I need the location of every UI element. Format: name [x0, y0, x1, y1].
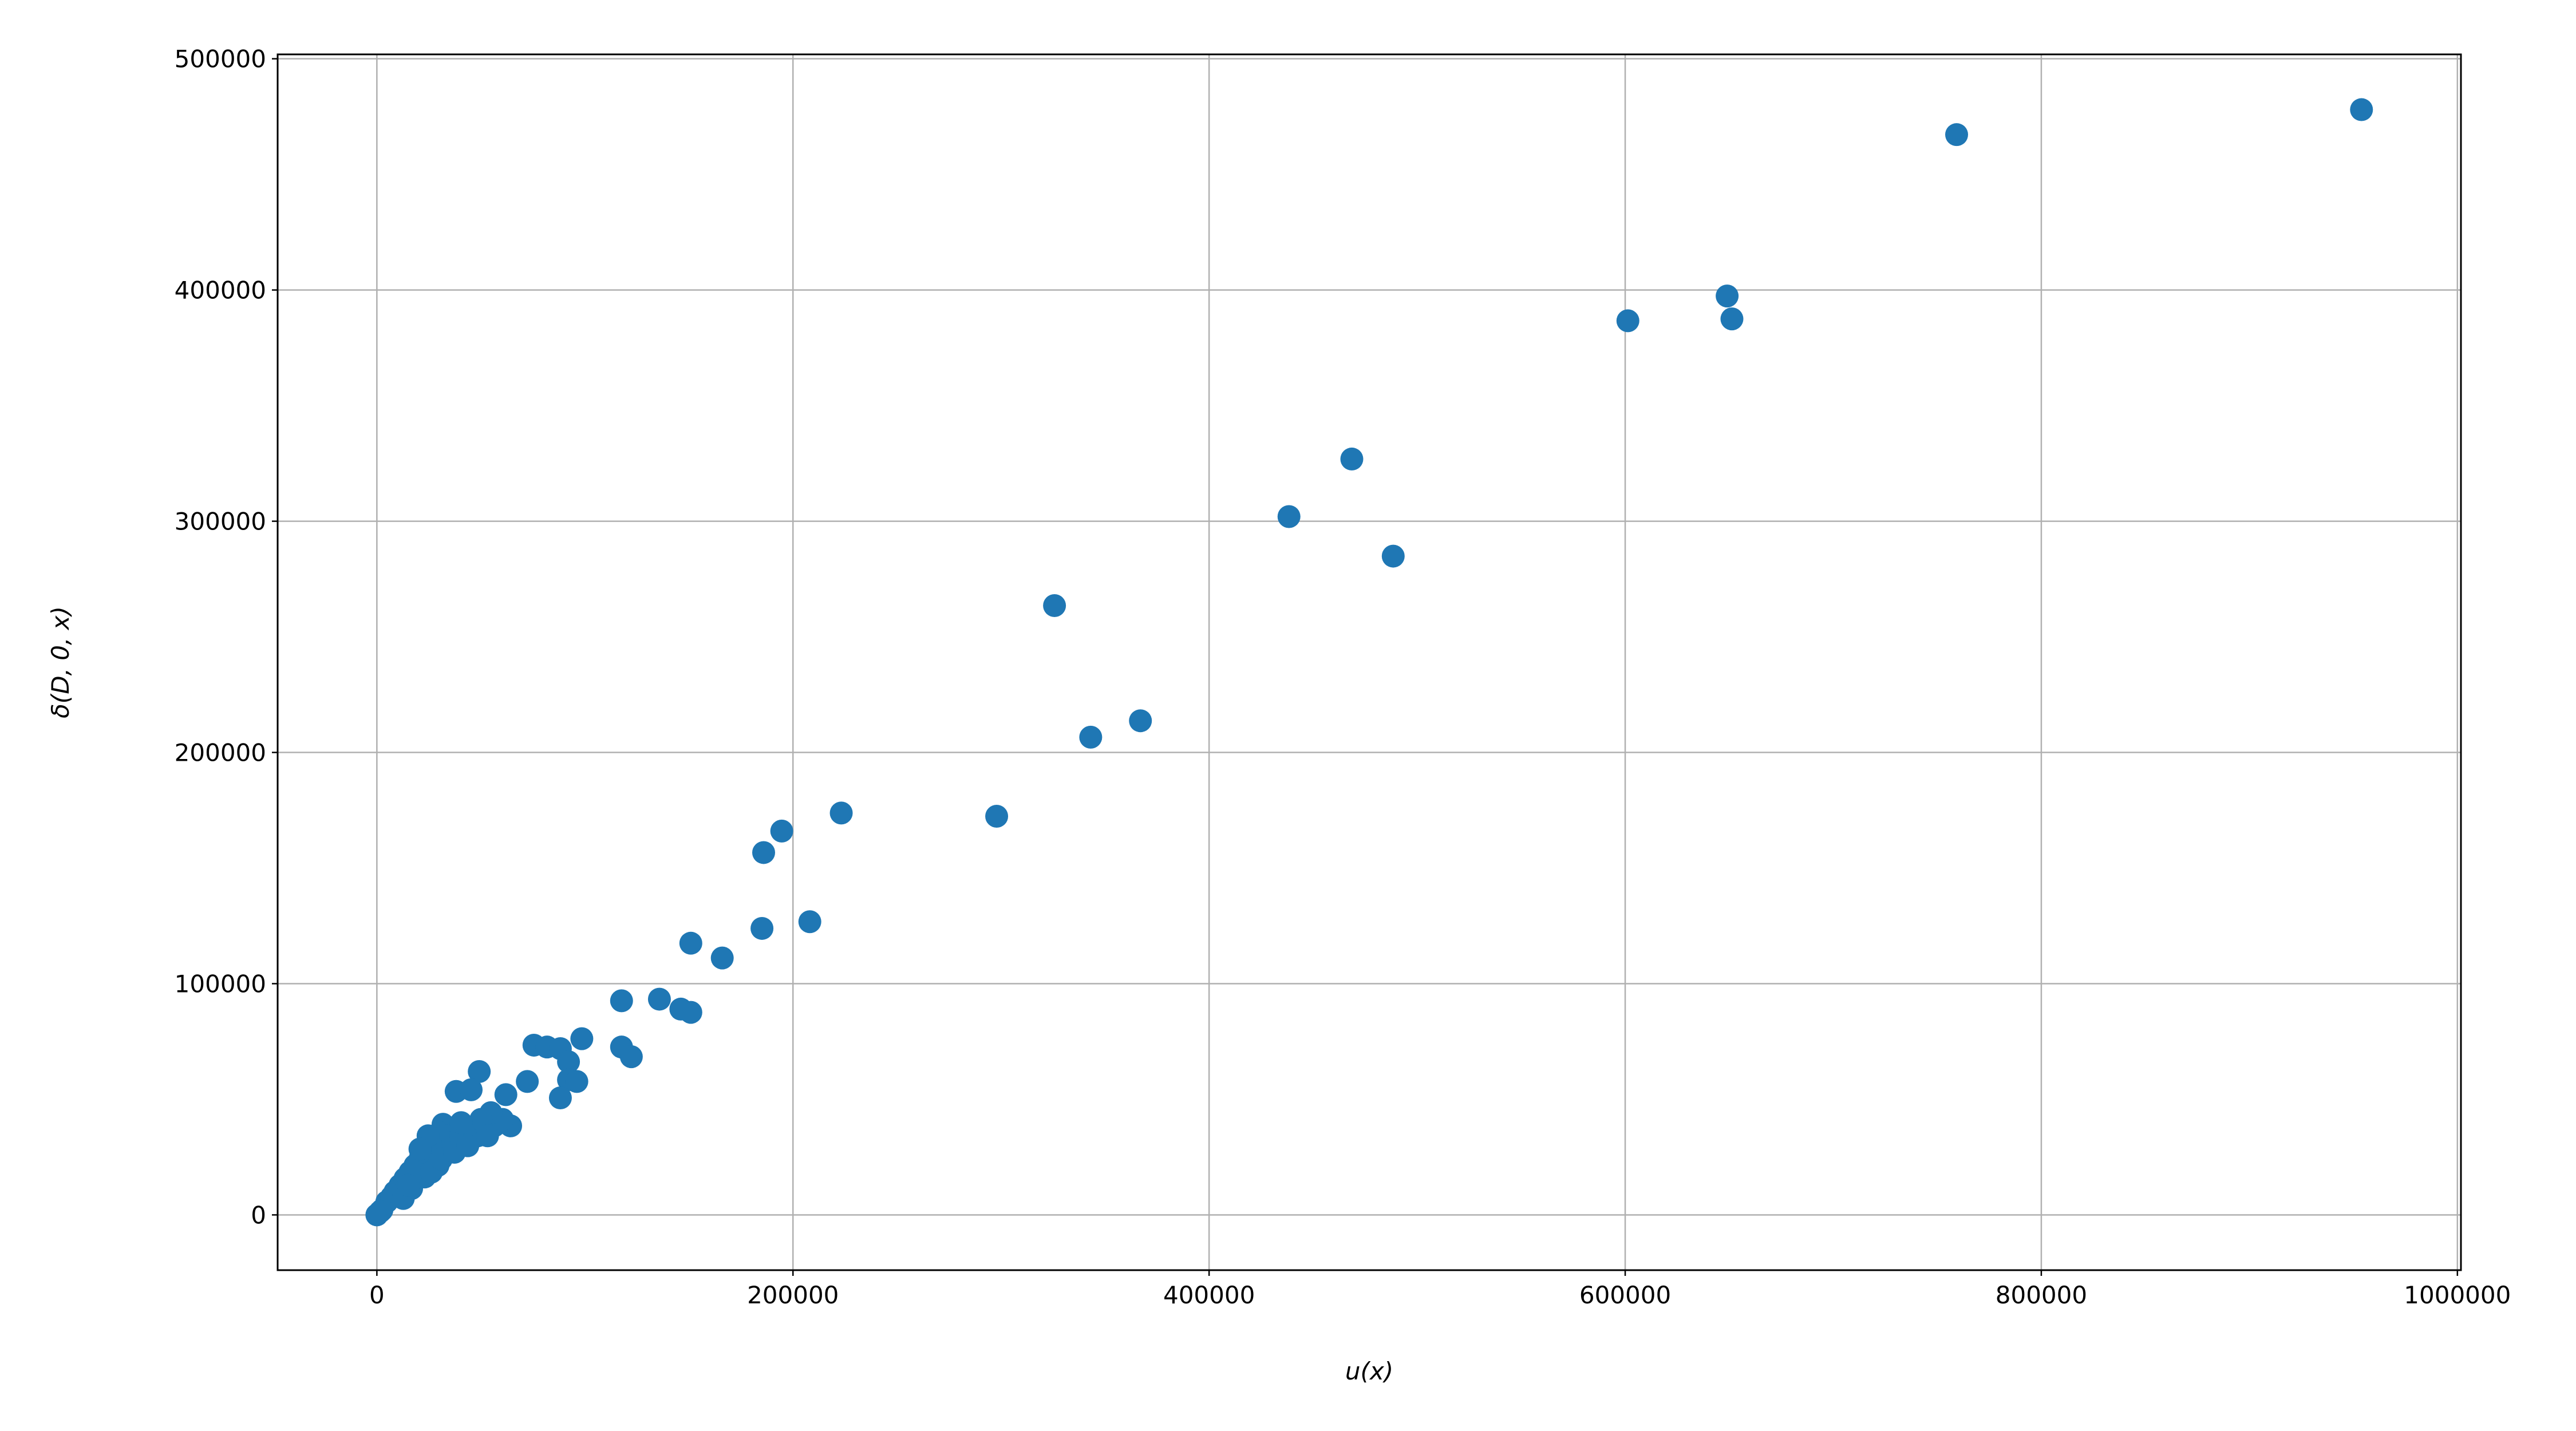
x-axis-label: u(x) — [1345, 1357, 1393, 1385]
x-tick-label: 800000 — [1996, 1281, 2087, 1309]
x-tick-label: 600000 — [1579, 1281, 1671, 1309]
point — [829, 801, 853, 825]
point — [516, 1070, 539, 1093]
point — [1277, 505, 1301, 528]
point — [985, 805, 1009, 828]
point — [752, 841, 776, 864]
point — [565, 1070, 588, 1093]
point — [548, 1086, 572, 1110]
point — [494, 1083, 517, 1106]
point — [610, 989, 633, 1013]
point — [456, 1134, 480, 1157]
point — [449, 1111, 473, 1134]
point — [1043, 594, 1066, 618]
y-axis-label: δ(D, 0, x) — [46, 606, 74, 718]
point — [2350, 98, 2373, 121]
point — [460, 1078, 483, 1101]
point — [408, 1137, 432, 1161]
point — [397, 1173, 420, 1197]
point — [679, 1001, 702, 1024]
point — [1340, 447, 1364, 471]
point — [619, 1045, 643, 1069]
point — [468, 1060, 491, 1084]
x-tick-label: 0 — [369, 1281, 385, 1309]
point — [1129, 709, 1152, 733]
x-tick-label: 200000 — [747, 1281, 839, 1309]
x-tick-label: 1000000 — [2404, 1281, 2511, 1309]
point — [369, 1200, 392, 1223]
point — [798, 910, 821, 934]
x-tick-label: 400000 — [1163, 1281, 1255, 1309]
y-tick-label: 200000 — [175, 739, 266, 767]
point — [1720, 307, 1744, 331]
plot-frame — [276, 53, 2462, 1271]
point — [570, 1027, 594, 1050]
point — [710, 946, 734, 970]
y-tick-label: 400000 — [175, 276, 266, 305]
y-tick-label: 300000 — [175, 508, 266, 536]
y-tick-label: 100000 — [175, 970, 266, 998]
point — [647, 987, 671, 1011]
point — [476, 1124, 499, 1148]
point — [1381, 544, 1405, 568]
point — [1716, 284, 1739, 308]
point — [1945, 123, 1969, 147]
point — [1079, 725, 1103, 749]
point — [557, 1050, 580, 1074]
point — [770, 819, 793, 843]
point — [750, 916, 774, 940]
y-tick-label: 0 — [251, 1201, 266, 1229]
point — [1616, 309, 1639, 333]
point — [679, 931, 702, 955]
y-tick-label: 500000 — [175, 45, 266, 73]
